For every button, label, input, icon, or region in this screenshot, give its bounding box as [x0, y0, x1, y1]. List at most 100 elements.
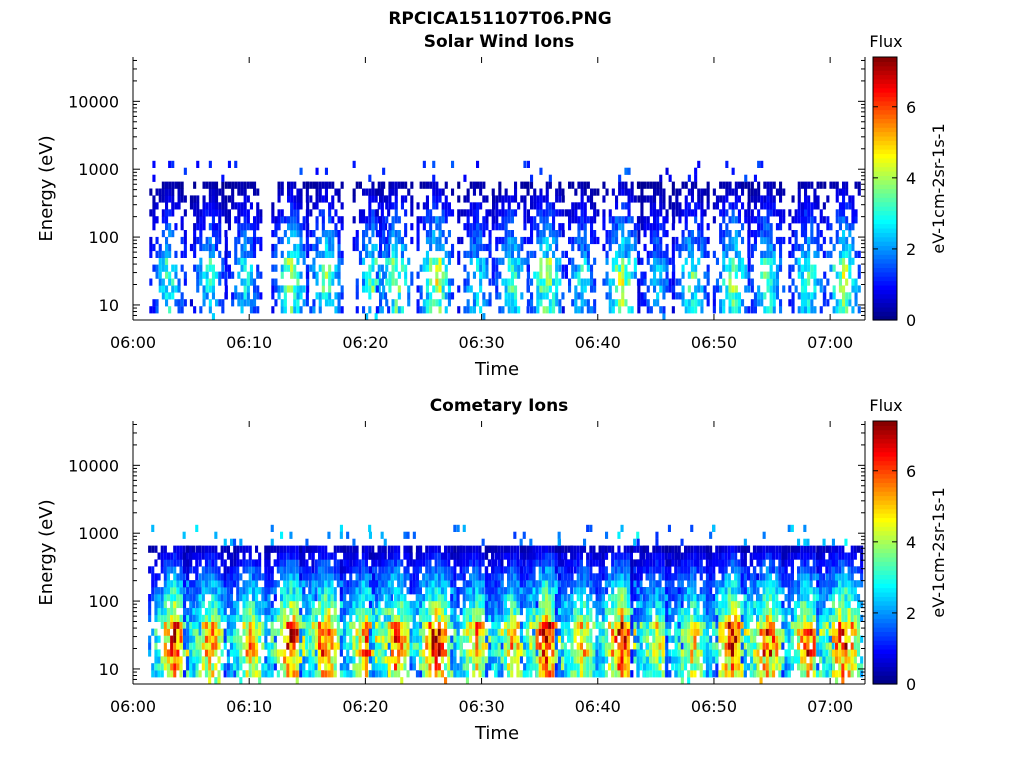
flux-pixel: [371, 545, 375, 553]
flux-pixel: [412, 621, 416, 629]
flux-pixel: [302, 216, 306, 224]
flux-pixel: [296, 216, 300, 224]
flux-pixel: [409, 552, 413, 560]
flux-pixel: [678, 202, 682, 210]
flux-pixel: [270, 670, 274, 678]
flux-pixel: [498, 223, 502, 231]
flux-pixel: [432, 160, 436, 168]
flux-pixel: [456, 559, 460, 567]
flux-pixel: [406, 545, 410, 553]
flux-pixel: [189, 587, 193, 595]
flux-pixel: [374, 566, 378, 574]
flux-pixel: [352, 580, 356, 588]
flux-pixel: [406, 607, 410, 616]
flux-pixel: [311, 628, 315, 636]
flux-pixel: [465, 552, 469, 560]
flux-pixel: [633, 257, 637, 265]
flux-pixel: [845, 292, 849, 300]
flux-pixel: [324, 188, 328, 196]
flux-pixel: [176, 656, 180, 664]
flux-pixel: [438, 285, 442, 293]
flux-pixel: [526, 209, 530, 217]
flux-pixel: [314, 587, 318, 595]
flux-pixel: [791, 230, 795, 238]
flux-pixel: [403, 635, 407, 643]
flux-pixel: [766, 278, 770, 286]
colorbar-segment: [873, 293, 897, 299]
flux-pixel: [214, 614, 218, 622]
flux-pixel: [173, 621, 177, 629]
flux-pixel: [857, 188, 861, 196]
flux-pixel: [760, 160, 764, 168]
flux-pixel: [183, 236, 187, 245]
flux-pixel: [772, 299, 776, 307]
flux-pixel: [397, 292, 401, 300]
flux-pixel: [394, 566, 398, 574]
flux-pixel: [772, 243, 776, 252]
flux-pixel: [286, 566, 290, 574]
flux-pixel: [388, 236, 392, 245]
flux-pixel: [205, 278, 209, 286]
flux-pixel: [428, 573, 432, 581]
flux-pixel: [719, 181, 723, 189]
flux-pixel: [842, 285, 846, 293]
flux-pixel: [513, 531, 517, 539]
flux-pixel: [842, 299, 846, 307]
flux-pixel: [299, 195, 303, 203]
flux-pixel: [362, 209, 366, 217]
flux-pixel: [201, 545, 205, 553]
flux-pixel: [229, 642, 233, 650]
flux-pixel: [355, 552, 359, 560]
flux-pixel: [155, 306, 159, 314]
flux-pixel: [223, 545, 227, 553]
flux-pixel: [447, 580, 451, 588]
flux-pixel: [627, 243, 631, 252]
flux-pixel: [478, 545, 482, 553]
flux-pixel: [507, 594, 511, 602]
flux-pixel: [277, 285, 281, 293]
flux-pixel: [766, 236, 770, 245]
flux-pixel: [220, 587, 224, 595]
flux-pixel: [425, 257, 429, 265]
flux-pixel: [482, 271, 486, 279]
flux-pixel: [397, 642, 401, 650]
flux-pixel: [539, 299, 543, 307]
flux-pixel: [845, 188, 849, 196]
flux-pixel: [656, 264, 660, 272]
flux-pixel: [321, 635, 325, 643]
flux-pixel: [358, 621, 362, 629]
flux-pixel: [627, 250, 631, 258]
flux-pixel: [437, 545, 441, 553]
flux-pixel: [434, 545, 438, 553]
flux-pixel: [168, 181, 172, 189]
flux-pixel: [456, 614, 460, 622]
flux-pixel: [381, 559, 385, 567]
flux-pixel: [343, 552, 347, 560]
flux-pixel: [545, 257, 549, 265]
flux-pixel: [479, 236, 483, 245]
flux-pixel: [302, 552, 306, 560]
flux-pixel: [199, 257, 203, 265]
flux-pixel: [747, 278, 751, 286]
flux-pixel: [407, 299, 411, 307]
flux-pixel: [276, 614, 280, 622]
flux-pixel: [271, 216, 275, 224]
flux-pixel: [845, 236, 849, 245]
flux-pixel: [431, 628, 435, 636]
flux-pixel: [161, 216, 165, 224]
flux-pixel: [438, 278, 442, 286]
flux-pixel: [838, 216, 842, 224]
flux-pixel: [712, 292, 716, 300]
flux-pixel: [526, 250, 530, 258]
flux-pixel: [510, 285, 514, 293]
flux-pixel: [208, 559, 212, 567]
flux-pixel: [381, 656, 385, 664]
flux-pixel: [277, 195, 281, 203]
flux-pixel: [237, 271, 241, 279]
flux-pixel: [671, 250, 675, 258]
flux-pixel: [656, 230, 660, 238]
flux-pixel: [555, 299, 559, 307]
flux-pixel: [500, 587, 504, 595]
flux-pixel: [233, 580, 237, 588]
flux-pixel: [700, 188, 704, 196]
